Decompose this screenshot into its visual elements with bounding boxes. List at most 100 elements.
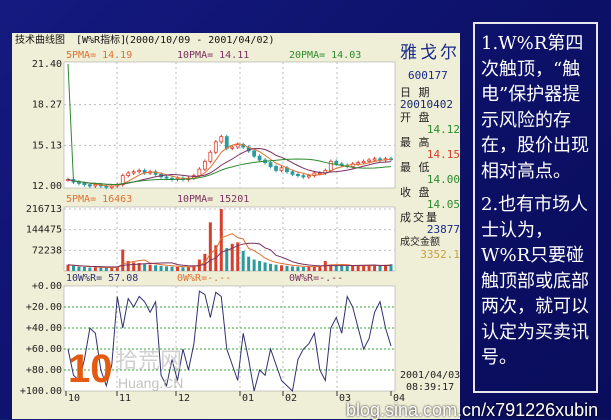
volume-bar [110,267,114,271]
candle-body [164,176,169,179]
volume-tick: 144475 [26,225,62,236]
amount-label: 成交金额 [400,237,440,248]
volume-bar [285,265,289,271]
price-ma10: 10PMA= 14.11 [177,50,250,61]
wr-tick: +0.00 [32,281,62,292]
candle-body [235,144,240,148]
watermark-blog-url: blog.sina.com.cn/x791226xubin [346,400,599,420]
candle-body [126,172,131,177]
candle-body [367,159,372,162]
watermark-logo: 10 [68,347,113,391]
plot-panel-2 [63,285,396,392]
volume-bar [334,265,338,271]
note-2: 2.也有市场人士认为，W%R只要碰触顶部或底部两次，就可以认定为买卖讯号。 [481,194,589,368]
candle-body [137,170,142,173]
wr10-value: 10W%R= 57.08 [66,273,139,284]
plot-panel-0 [63,61,396,189]
candle-body [306,175,311,178]
candle-body [334,160,339,165]
volume-value: 23877 [426,223,460,236]
candle-body [208,151,213,162]
price-ma5: 5PMA= 14.19 [66,50,133,61]
candle-body [356,162,361,165]
volume-bar [71,265,75,271]
volume-bar [340,265,344,271]
candle-body [372,158,377,161]
volume-bar [143,264,147,271]
volume-bar [126,260,130,271]
volume-bar [296,266,300,271]
volume-ma10-line [67,242,392,268]
volume-bar [181,267,185,271]
technical-chart-window: 技术曲线图 [W%R指标] (2000/10/09 - 2001/04/02) … [12,33,460,419]
volume-bar [269,263,273,271]
volume-bar [132,262,136,271]
candle-body [317,172,322,175]
month-label: 03 [339,393,351,404]
candle-body [268,162,273,167]
wr-c-value: 0W%R=-.-- [289,273,344,284]
close-value: 14.05 [426,198,460,211]
indicator-label[interactable]: [W%R指标] [76,35,127,46]
volume-ma10: 10PMA= 15201 [177,194,250,205]
volume-bar [121,249,125,271]
watermark-site-en: Huang.CN [118,375,184,391]
candle-body [197,168,202,177]
candle-body [328,160,333,171]
wr-tick: +60.00 [26,344,62,355]
wr-line [67,290,392,393]
volume-bar [274,264,278,271]
month-label: 11 [119,393,131,404]
volume-bar [290,266,294,271]
volume-ma5: 5PMA= 16463 [66,194,133,205]
low-label: 最 低 [400,161,432,174]
volume-bar [351,265,355,271]
wr-tick: +80.00 [26,365,62,376]
volume-bar [186,266,190,271]
volume-bar [280,265,284,271]
volume-bar [329,264,333,271]
month-label: 12 [178,393,190,404]
volume-bar [301,266,305,271]
volume-bar [104,267,108,271]
month-label: 02 [285,393,297,404]
stock-code: 600177 [408,69,448,82]
high-value: 14.15 [426,148,460,161]
volume-bar [88,267,92,271]
candle-body [257,155,262,161]
volume-bar [378,265,382,271]
volume-bar [236,242,240,271]
volume-bar [208,222,212,271]
open-value: 14.12 [426,123,460,136]
candle-body [378,158,382,161]
volume-bar [384,264,388,271]
open-label: 开 盘 [400,111,432,124]
volume-bar [312,266,316,271]
volume-tick: 216713 [26,204,62,215]
volume-bar [225,248,229,271]
volume-bar [389,264,393,271]
date-value: 20010402 [400,98,453,111]
stock-name: 雅戈尔 [400,43,460,63]
month-label: 10 [68,393,80,404]
current-date: 2001/04/03 [400,370,461,381]
volume-bar [252,259,256,271]
candle-body [202,160,207,170]
volume-bar [247,256,251,271]
candle-body [279,167,284,171]
date-range: (2000/10/09 - 2001/04/02) [124,35,275,46]
candle-body [301,175,306,178]
price-tick: 12.00 [32,181,62,192]
plot-panel-1 [63,206,396,272]
volume-bar [356,265,360,271]
volume-bar [159,265,163,271]
candle-body [296,173,300,177]
candle-body [93,184,98,187]
volume-bar [258,260,262,271]
candle-body [213,141,218,153]
wr-tick: +20.00 [26,302,62,313]
volume-bar [318,265,322,271]
candle-body [230,146,235,149]
volume-bar [82,266,86,271]
wr-b-value: 0W%R=-.-- [177,273,232,284]
